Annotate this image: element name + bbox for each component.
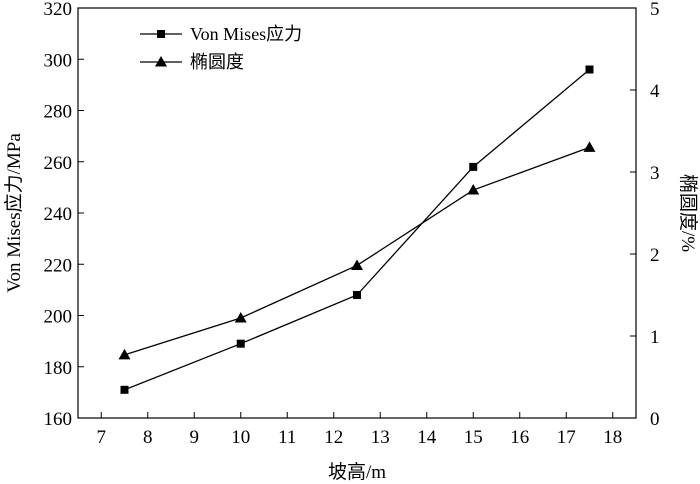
- series-layer: [118, 65, 596, 394]
- y-right-tick-label: 3: [650, 163, 660, 184]
- plot-frame: [77, 7, 637, 419]
- y-right-tick-label: 1: [650, 327, 660, 348]
- y-left-tick-label: 320: [44, 0, 73, 20]
- y-left-tick-label: 200: [44, 307, 73, 328]
- x-tick-label: 8: [143, 427, 153, 448]
- y-left-tick-label: 260: [44, 153, 73, 174]
- x-tick-label: 15: [464, 427, 483, 448]
- series-1-point: [120, 385, 129, 394]
- series-2-point: [118, 348, 131, 360]
- x-axis-title: 坡高/m: [328, 461, 386, 483]
- y-left-tick-label: 240: [44, 204, 73, 225]
- series-2: [118, 141, 596, 360]
- y-left-tick-label: 220: [44, 255, 73, 276]
- series-2-line: [124, 146, 590, 356]
- series-1-point: [353, 291, 361, 299]
- series-1-line: [124, 69, 590, 391]
- legend-label-1: Von Mises应力: [190, 24, 302, 44]
- series-1-point: [469, 162, 478, 171]
- y-right-tick-label: 0: [650, 409, 660, 430]
- series-1-point: [236, 339, 245, 348]
- legend-marker-1: [157, 30, 165, 38]
- x-tick-label: 10: [231, 427, 250, 448]
- series-2-point: [467, 184, 480, 195]
- x-tick-label: 17: [557, 427, 576, 448]
- x-tick-label: 14: [417, 427, 437, 448]
- x-tick-label: 12: [324, 427, 343, 448]
- series-2-point: [583, 141, 596, 152]
- axes: 7 8 9 10 11 12 13 14 15 16 17 181601802002202402602…: [44, 0, 661, 448]
- x-tick-label: 18: [603, 427, 622, 448]
- y-right-tick-label: 2: [650, 245, 660, 266]
- x-tick-label: 13: [371, 427, 390, 448]
- y-left-tick-label: 300: [44, 50, 73, 71]
- series-1: [120, 65, 594, 394]
- y-axis-left-title: Von Mises应力/MPa: [3, 133, 25, 293]
- legend-label-2: 椭圆度: [190, 52, 244, 72]
- y-left-tick-label: 180: [44, 358, 73, 379]
- x-tick-label: 9: [190, 427, 200, 448]
- y-axis-right-title: 椭圆度/%: [677, 174, 699, 252]
- legend-marker-2: [155, 56, 167, 67]
- y-left-tick-label: 160: [44, 409, 73, 430]
- x-tick-label: 7: [97, 427, 107, 448]
- series-2-point: [351, 259, 363, 270]
- series-2-point: [234, 311, 247, 323]
- series-1-point: [585, 65, 594, 74]
- y-left-tick-label: 280: [44, 102, 73, 123]
- x-tick-label: 16: [510, 427, 529, 448]
- y-right-tick-label: 5: [650, 0, 660, 20]
- x-tick-label: 11: [278, 427, 296, 448]
- y-right-tick-label: 4: [650, 81, 660, 102]
